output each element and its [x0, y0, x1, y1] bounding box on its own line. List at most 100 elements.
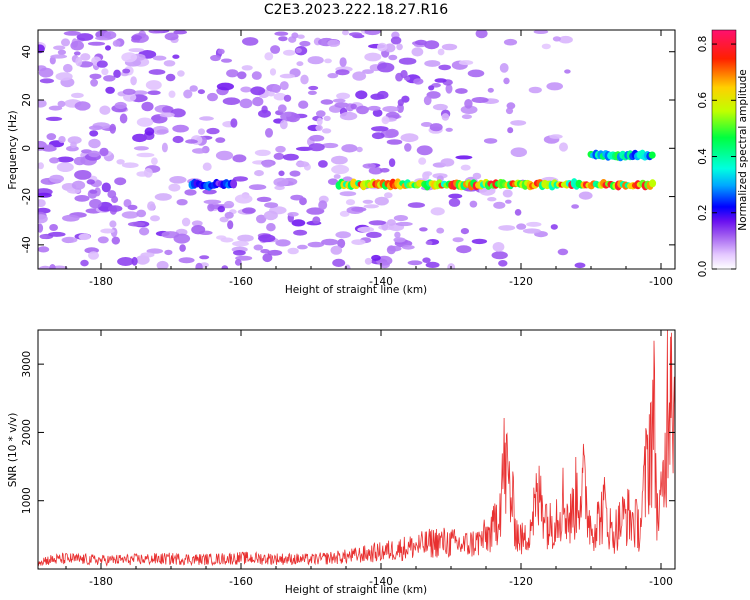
noise-blob	[300, 74, 309, 85]
noise-blob	[87, 41, 106, 46]
noise-blob	[62, 214, 80, 222]
noise-blob	[109, 220, 117, 228]
noise-blob	[191, 220, 203, 227]
noise-blob	[230, 118, 238, 128]
noise-blob	[339, 191, 357, 197]
noise-blob	[279, 119, 288, 130]
noise-blob	[318, 160, 328, 168]
noise-blob	[55, 72, 73, 81]
colorbar-tick-label: 0.6	[697, 92, 709, 109]
noise-blob	[295, 161, 310, 168]
noise-blob	[388, 158, 396, 168]
noise-blob	[277, 104, 287, 113]
noise-blob	[393, 215, 408, 222]
noise-blob	[400, 70, 408, 79]
noise-blob	[552, 36, 562, 42]
noise-blob	[191, 225, 206, 235]
noise-blob	[290, 194, 304, 201]
noise-blob	[101, 182, 111, 193]
noise-blob	[371, 254, 381, 261]
noise-blob	[56, 156, 74, 163]
noise-blob	[88, 251, 99, 260]
noise-blob	[364, 52, 382, 62]
noise-blob	[199, 255, 210, 260]
noise-blob	[335, 69, 350, 76]
noise-blob	[396, 43, 403, 51]
noise-blob	[390, 36, 402, 45]
noise-blob	[222, 97, 241, 105]
noise-blob	[327, 73, 339, 79]
noise-blob	[384, 192, 393, 199]
noise-blob	[221, 265, 229, 269]
noise-blob	[505, 199, 512, 204]
noise-blob	[261, 160, 273, 168]
noise-blob	[67, 136, 82, 145]
snr-background	[38, 330, 675, 569]
noise-blob	[341, 144, 358, 153]
noise-blob	[487, 87, 494, 93]
noise-blob	[61, 38, 70, 47]
noise-blob	[234, 194, 253, 204]
noise-blob	[44, 144, 55, 152]
noise-blob	[127, 221, 146, 227]
colorbar-gradient	[712, 30, 736, 269]
noise-blob	[48, 231, 66, 237]
noise-blob	[114, 177, 127, 186]
spectrogram-frame	[37, 29, 676, 270]
noise-blob	[372, 109, 383, 117]
noise-blob	[38, 246, 50, 253]
noise-blob	[38, 265, 52, 269]
y-tick-label: 1000	[21, 487, 33, 514]
noise-blob	[117, 257, 134, 266]
noise-blob	[398, 57, 417, 65]
noise-blob	[386, 219, 396, 226]
noise-blob	[507, 127, 514, 134]
noise-blob	[460, 228, 469, 235]
noise-blob	[356, 146, 363, 153]
noise-blob	[141, 101, 154, 112]
noise-blob	[289, 170, 301, 177]
noise-blob	[74, 101, 91, 111]
noise-blob	[483, 138, 498, 144]
noise-blob	[312, 216, 321, 224]
noise-blob	[516, 223, 527, 230]
noise-blob	[327, 178, 339, 185]
noise-blob	[401, 245, 415, 250]
noise-blob	[381, 116, 390, 125]
noise-blob	[348, 32, 363, 37]
noise-blob	[514, 209, 522, 216]
x-tick-label: -160	[229, 576, 253, 588]
noise-blob	[456, 245, 472, 254]
noise-blob	[45, 116, 63, 121]
colorbar-label: Normalized spectral amplitude	[737, 69, 749, 230]
noise-blob	[173, 233, 191, 244]
noise-blob	[355, 90, 368, 100]
noise-blob	[145, 80, 162, 90]
noise-blob	[393, 237, 406, 243]
snr-x-label: Height of straight line (km)	[285, 584, 427, 596]
noise-blob	[309, 134, 325, 142]
noise-blob	[143, 168, 153, 178]
noise-blob	[362, 69, 374, 74]
noise-blob	[296, 61, 304, 67]
noise-blob	[460, 164, 471, 171]
noise-blob	[411, 47, 424, 57]
noise-blob	[307, 241, 324, 248]
noise-blob	[168, 90, 176, 98]
noise-blob	[316, 110, 326, 118]
noise-blob	[445, 127, 453, 132]
x-tick-label: -120	[509, 576, 533, 588]
noise-blob	[127, 204, 138, 211]
noise-blob	[152, 55, 167, 61]
noise-blob	[464, 99, 473, 109]
noise-blob	[226, 69, 239, 78]
noise-blob	[510, 147, 527, 157]
noise-blob	[423, 95, 432, 106]
noise-blob	[559, 142, 568, 152]
snr-axes: -180 -160 -140 -120 -100 1000 2000 3000	[21, 330, 675, 588]
noise-blob	[57, 100, 66, 108]
spectrogram-axes: -180 -160 -140 -120 -100 -40 -20 0 20 40	[21, 30, 675, 288]
noise-blob	[364, 257, 372, 265]
noise-blob	[39, 78, 55, 84]
noise-blob	[105, 45, 111, 51]
